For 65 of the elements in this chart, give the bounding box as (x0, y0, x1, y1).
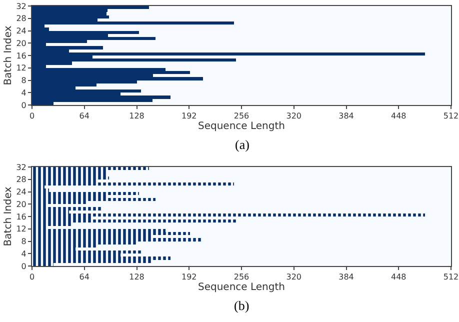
x-tick-label: 64 (79, 112, 90, 121)
bar (32, 58, 236, 62)
x-tick-label: 128 (129, 112, 144, 121)
y-tick-label: 16 (16, 51, 26, 60)
bar (32, 6, 150, 10)
y-tick-label: 32 (16, 2, 26, 11)
y-tick-label: 0 (21, 100, 26, 110)
y-tick-label: 8 (21, 76, 26, 86)
y-tick-label: 12 (16, 64, 26, 73)
y-tick-label: 20 (16, 38, 26, 48)
bar (32, 30, 140, 34)
x-tick-label: 256 (234, 112, 250, 121)
y-tick-label: 8 (21, 237, 26, 246)
x-axis-title: Sequence Length (198, 121, 285, 132)
bar (32, 220, 236, 223)
bar (32, 52, 425, 56)
bar (32, 46, 104, 50)
x-tick-label: 384 (338, 112, 354, 121)
bar (32, 260, 152, 263)
x-tick-label: 128 (129, 272, 144, 282)
y-tick-label: 4 (21, 88, 26, 98)
x-axis-title: Sequence Length (198, 282, 285, 294)
bar (32, 21, 234, 25)
y-tick-label: 24 (16, 26, 26, 36)
text: (b) (234, 298, 250, 313)
y-tick-label: 0 (21, 262, 26, 271)
bar (32, 167, 150, 170)
bar (32, 192, 140, 195)
bar (32, 77, 204, 80)
bar (32, 222, 72, 226)
y-tick-label: 32 (16, 162, 26, 172)
bar (32, 96, 170, 99)
y-axis-title: Batch Index (3, 26, 14, 86)
x-tick-label: 0 (29, 112, 35, 121)
y-tick-label: 28 (16, 175, 26, 184)
x-tick-label: 448 (390, 272, 406, 282)
text: (a) (235, 137, 250, 152)
bar (32, 188, 50, 192)
x-tick-label: 320 (286, 112, 302, 121)
y-tick-label: 12 (16, 224, 26, 234)
x-tick-label: 192 (181, 112, 197, 121)
y-tick-label: 28 (16, 14, 26, 24)
bar (32, 262, 54, 266)
bar (32, 182, 234, 186)
bar (32, 228, 166, 232)
x-tick-label: 512 (443, 112, 459, 121)
x-tick-label: 320 (286, 272, 302, 282)
x-tick-label: 64 (79, 272, 90, 282)
bar (32, 213, 425, 216)
y-tick-label: 20 (16, 200, 26, 209)
bar (32, 201, 87, 204)
bar (32, 36, 156, 40)
bar (32, 90, 141, 93)
y-axis-title: Batch Index (3, 186, 14, 246)
x-tick-label: 256 (234, 272, 250, 282)
bar (32, 198, 156, 202)
x-tick-label: 0 (29, 272, 35, 282)
x-tick-label: 192 (181, 272, 197, 282)
y-tick-label: 4 (21, 249, 26, 258)
x-tick-label: 384 (338, 272, 354, 282)
y-tick-label: 24 (16, 188, 26, 197)
bar (32, 250, 141, 254)
x-tick-label: 448 (390, 112, 406, 121)
x-tick-label: 512 (443, 272, 459, 282)
y-tick-label: 16 (16, 212, 26, 222)
